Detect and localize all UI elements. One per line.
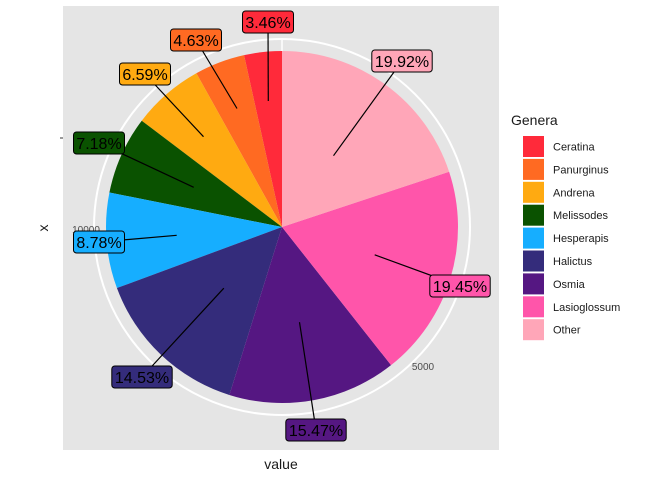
data-label-value: 15.47% [289, 423, 343, 440]
legend-swatch [523, 158, 544, 180]
pie-slice-other [282, 51, 450, 227]
legend-item-panurginus: Panurginus [523, 158, 609, 180]
legend-label: Osmia [553, 279, 586, 291]
legend: Genera Ceratina Panurginus Andrena Melissod… [511, 112, 620, 341]
data-label-hesperapis: 8.78% [73, 230, 125, 254]
legend-item-halictus: Halictus [523, 250, 593, 272]
legend-swatch [523, 273, 544, 295]
data-label-value: 19.45% [433, 279, 487, 296]
legend-label: Lasioglossum [553, 302, 620, 314]
legend-label: Andrena [553, 187, 595, 199]
legend-swatch [523, 296, 544, 318]
y-axis-title: x [35, 225, 51, 232]
data-label-box [73, 131, 125, 155]
data-label-value: 8.78% [76, 235, 121, 252]
legend-item-lasioglossum: Lasioglossum [523, 296, 620, 318]
leader-line-other [333, 60, 403, 157]
legend-item-hesperapis: Hesperapis [523, 227, 609, 249]
pie-slice-halictus [116, 227, 282, 395]
legend-swatch [523, 250, 544, 272]
legend-items: Ceratina Panurginus Andrena Melissodes Hespe… [523, 136, 620, 341]
data-label-osmia: 15.47% [285, 418, 347, 442]
label-layer: 3.46% 4.63% 6.59% 7.18% 8.78% 14.53% 15.47% 19.… [73, 10, 491, 442]
legend-label: Halictus [553, 256, 593, 268]
data-label-value: 4.63% [173, 33, 218, 50]
legend-title: Genera [511, 112, 558, 128]
legend-label: Other [553, 325, 581, 337]
data-label-ceratina: 3.46% [242, 10, 294, 34]
legend-label: Melissodes [553, 210, 609, 222]
data-label-value: 7.18% [76, 136, 121, 153]
pie-slice-melissodes [109, 120, 282, 227]
legend-swatch [523, 227, 544, 249]
data-label-panurginus: 4.63% [170, 28, 222, 52]
legend-swatch [523, 319, 544, 341]
data-label-box [242, 10, 294, 34]
x-axis-title: value [264, 456, 298, 472]
data-label-box [429, 274, 491, 298]
legend-item-osmia: Osmia [523, 273, 586, 295]
data-label-melissodes: 7.18% [73, 131, 125, 155]
leader-line-halictus [141, 287, 225, 378]
legend-label: Panurginus [553, 164, 609, 176]
pie-slice-hesperapis [105, 192, 282, 289]
pie-slice-panurginus [196, 55, 282, 227]
pie-slice-andrena [141, 73, 282, 227]
data-label-value: 6.59% [122, 67, 167, 84]
legend-swatch [523, 136, 544, 157]
data-label-box [371, 49, 433, 73]
data-label-andrena: 6.59% [119, 62, 171, 86]
pie-slice-lasioglossum [282, 171, 458, 366]
data-label-halictus: 14.53% [111, 365, 173, 389]
legend-item-melissodes: Melissodes [523, 204, 609, 226]
data-label-value: 3.46% [245, 15, 290, 32]
data-label-box [73, 230, 125, 254]
data-label-lasioglossum: 19.45% [429, 274, 491, 298]
data-label-other: 19.92% [371, 49, 433, 73]
legend-label: Ceratina [553, 142, 595, 154]
pie-slice-ceratina [244, 51, 282, 227]
data-label-value: 19.92% [375, 54, 429, 71]
data-label-value: 14.53% [115, 370, 169, 387]
legend-item-andrena: Andrena [523, 181, 595, 203]
data-label-box [119, 62, 171, 86]
pie-slice-osmia [229, 227, 392, 403]
legend-swatch [523, 204, 544, 226]
data-label-box [170, 28, 222, 52]
radial-tick-label: 5000 [412, 362, 435, 373]
leader-line-osmia [298, 322, 317, 431]
slice-layer [105, 51, 458, 403]
data-label-box [111, 365, 173, 389]
legend-item-ceratina: Ceratina [523, 136, 595, 157]
legend-swatch [523, 181, 544, 203]
legend-item-other: Other [523, 319, 581, 341]
data-label-box [285, 418, 347, 442]
legend-label: Hesperapis [553, 233, 609, 245]
